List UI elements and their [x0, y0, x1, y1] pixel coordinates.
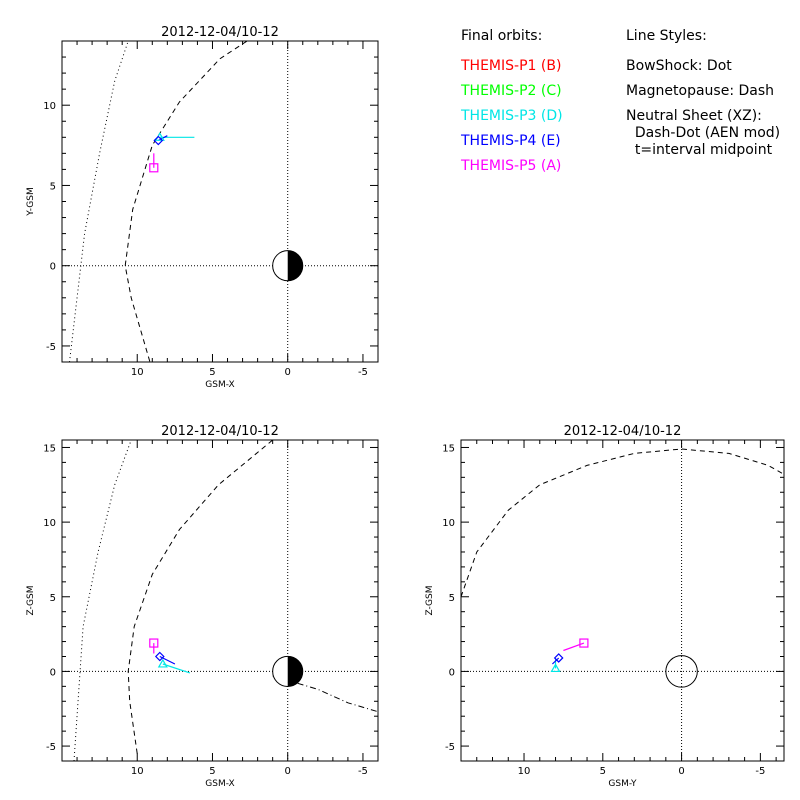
panel-xy-plot: 10 5 0 -5 -5 0 5 10 2012-12-04/10-12 GSM-X Y-GSM	[26, 25, 379, 390]
x-axis-label: GSM-Y	[608, 779, 637, 789]
x-tick-label: 10	[131, 367, 144, 378]
panel-xz-plot: 10 5 0 -5 -5 0 5 10 15 2012-12-04/10-12 GSM-X Z-GSM	[26, 424, 379, 789]
plot-frame	[460, 439, 785, 762]
marker-p5	[149, 638, 159, 648]
y-tick-label: -5	[46, 742, 56, 753]
x-tick-label: 10	[518, 766, 531, 777]
marker-p4	[154, 651, 165, 662]
legend-probe-p5: THEMIS-P5 (A)	[460, 158, 561, 174]
marker-p5	[149, 163, 159, 173]
x-tick-label: 10	[131, 766, 144, 777]
neutral-sheet-curve	[272, 675, 378, 713]
legend-style-magnetopause: Magnetopause: Dash	[626, 83, 774, 99]
y-tick-label: -5	[46, 342, 56, 353]
plot-frame	[61, 40, 379, 363]
orbit-p3	[162, 663, 191, 674]
plot-area	[62, 440, 378, 761]
x-axis-label: GSM-X	[205, 380, 234, 390]
legend-probe-p4: THEMIS-P4 (E)	[460, 133, 561, 149]
y-tick-label: 10	[43, 101, 56, 112]
marker-p3	[157, 658, 168, 668]
earth-night-side	[287, 250, 303, 281]
magnetopause-curve	[124, 41, 248, 362]
earth-symbol	[665, 655, 698, 688]
orbit-p4	[551, 657, 560, 665]
marker-p4	[153, 135, 164, 146]
chart-title: 2012-12-04/10-12	[161, 25, 279, 40]
earth-night-side	[287, 656, 303, 687]
marker-p3	[550, 663, 561, 673]
marker-p5	[579, 638, 589, 648]
legend-orbits-title: Final orbits:	[461, 28, 542, 44]
x-tick-label: 0	[285, 766, 291, 777]
legend: Final orbits: THEMIS-P1 (B) THEMIS-P2 (C…	[460, 28, 780, 174]
x-axis-label: GSM-X	[205, 779, 234, 789]
x-tick-label: 5	[209, 367, 215, 378]
bowshock-curve	[69, 41, 129, 362]
y-tick-label: 5	[50, 181, 56, 192]
y-tick-label: 5	[449, 593, 455, 604]
magnetopause-curve	[461, 448, 784, 597]
chart-title: 2012-12-04/10-12	[564, 424, 682, 439]
panel-yz-plot: 10 5 0 -5 -5 0 5 10 15 2012-12-04/10-12 GSM-Y Z-GSM	[425, 424, 785, 789]
x-tick-label: 5	[600, 766, 606, 777]
legend-probe-p1: THEMIS-P1 (B)	[460, 58, 561, 74]
y-tick-label: 15	[442, 443, 455, 454]
x-tick-label: -5	[358, 367, 368, 378]
y-tick-label: 0	[50, 262, 56, 273]
x-tick-label: -5	[755, 766, 765, 777]
legend-probe-p2: THEMIS-P2 (C)	[460, 83, 562, 99]
legend-style-dash-dot: Dash-Dot (AEN mod)	[626, 125, 780, 141]
plot-area	[62, 41, 378, 362]
y-tick-label: 5	[50, 593, 56, 604]
y-tick-label: 0	[50, 667, 56, 678]
legend-probe-p3: THEMIS-P3 (D)	[460, 108, 563, 124]
legend-style-neutral-sheet: Neutral Sheet (XZ):	[626, 108, 762, 124]
magnetopause-curve	[127, 440, 274, 754]
legend-style-bowshock: BowShock: Dot	[626, 58, 732, 74]
y-tick-label: 10	[43, 518, 56, 529]
legend-styles-title: Line Styles:	[626, 28, 707, 44]
y-tick-label: 15	[43, 443, 56, 454]
y-axis-label: Z-GSM	[425, 585, 435, 615]
x-tick-label: -5	[358, 766, 368, 777]
bowshock-curve	[73, 440, 132, 761]
y-tick-label: 10	[442, 518, 455, 529]
chart-title: 2012-12-04/10-12	[161, 424, 279, 439]
plot-frame	[61, 439, 379, 762]
marker-p4	[553, 653, 564, 663]
x-tick-label: 0	[678, 766, 684, 777]
y-axis-label: Z-GSM	[26, 585, 36, 615]
x-tick-label: 0	[285, 367, 291, 378]
y-tick-label: -5	[445, 742, 455, 753]
plot-area	[461, 440, 784, 761]
legend-style-midpoint: t=interval midpoint	[626, 142, 773, 158]
x-tick-label: 5	[209, 766, 215, 777]
y-axis-label: Y-GSM	[26, 187, 36, 216]
y-tick-label: 0	[449, 667, 455, 678]
